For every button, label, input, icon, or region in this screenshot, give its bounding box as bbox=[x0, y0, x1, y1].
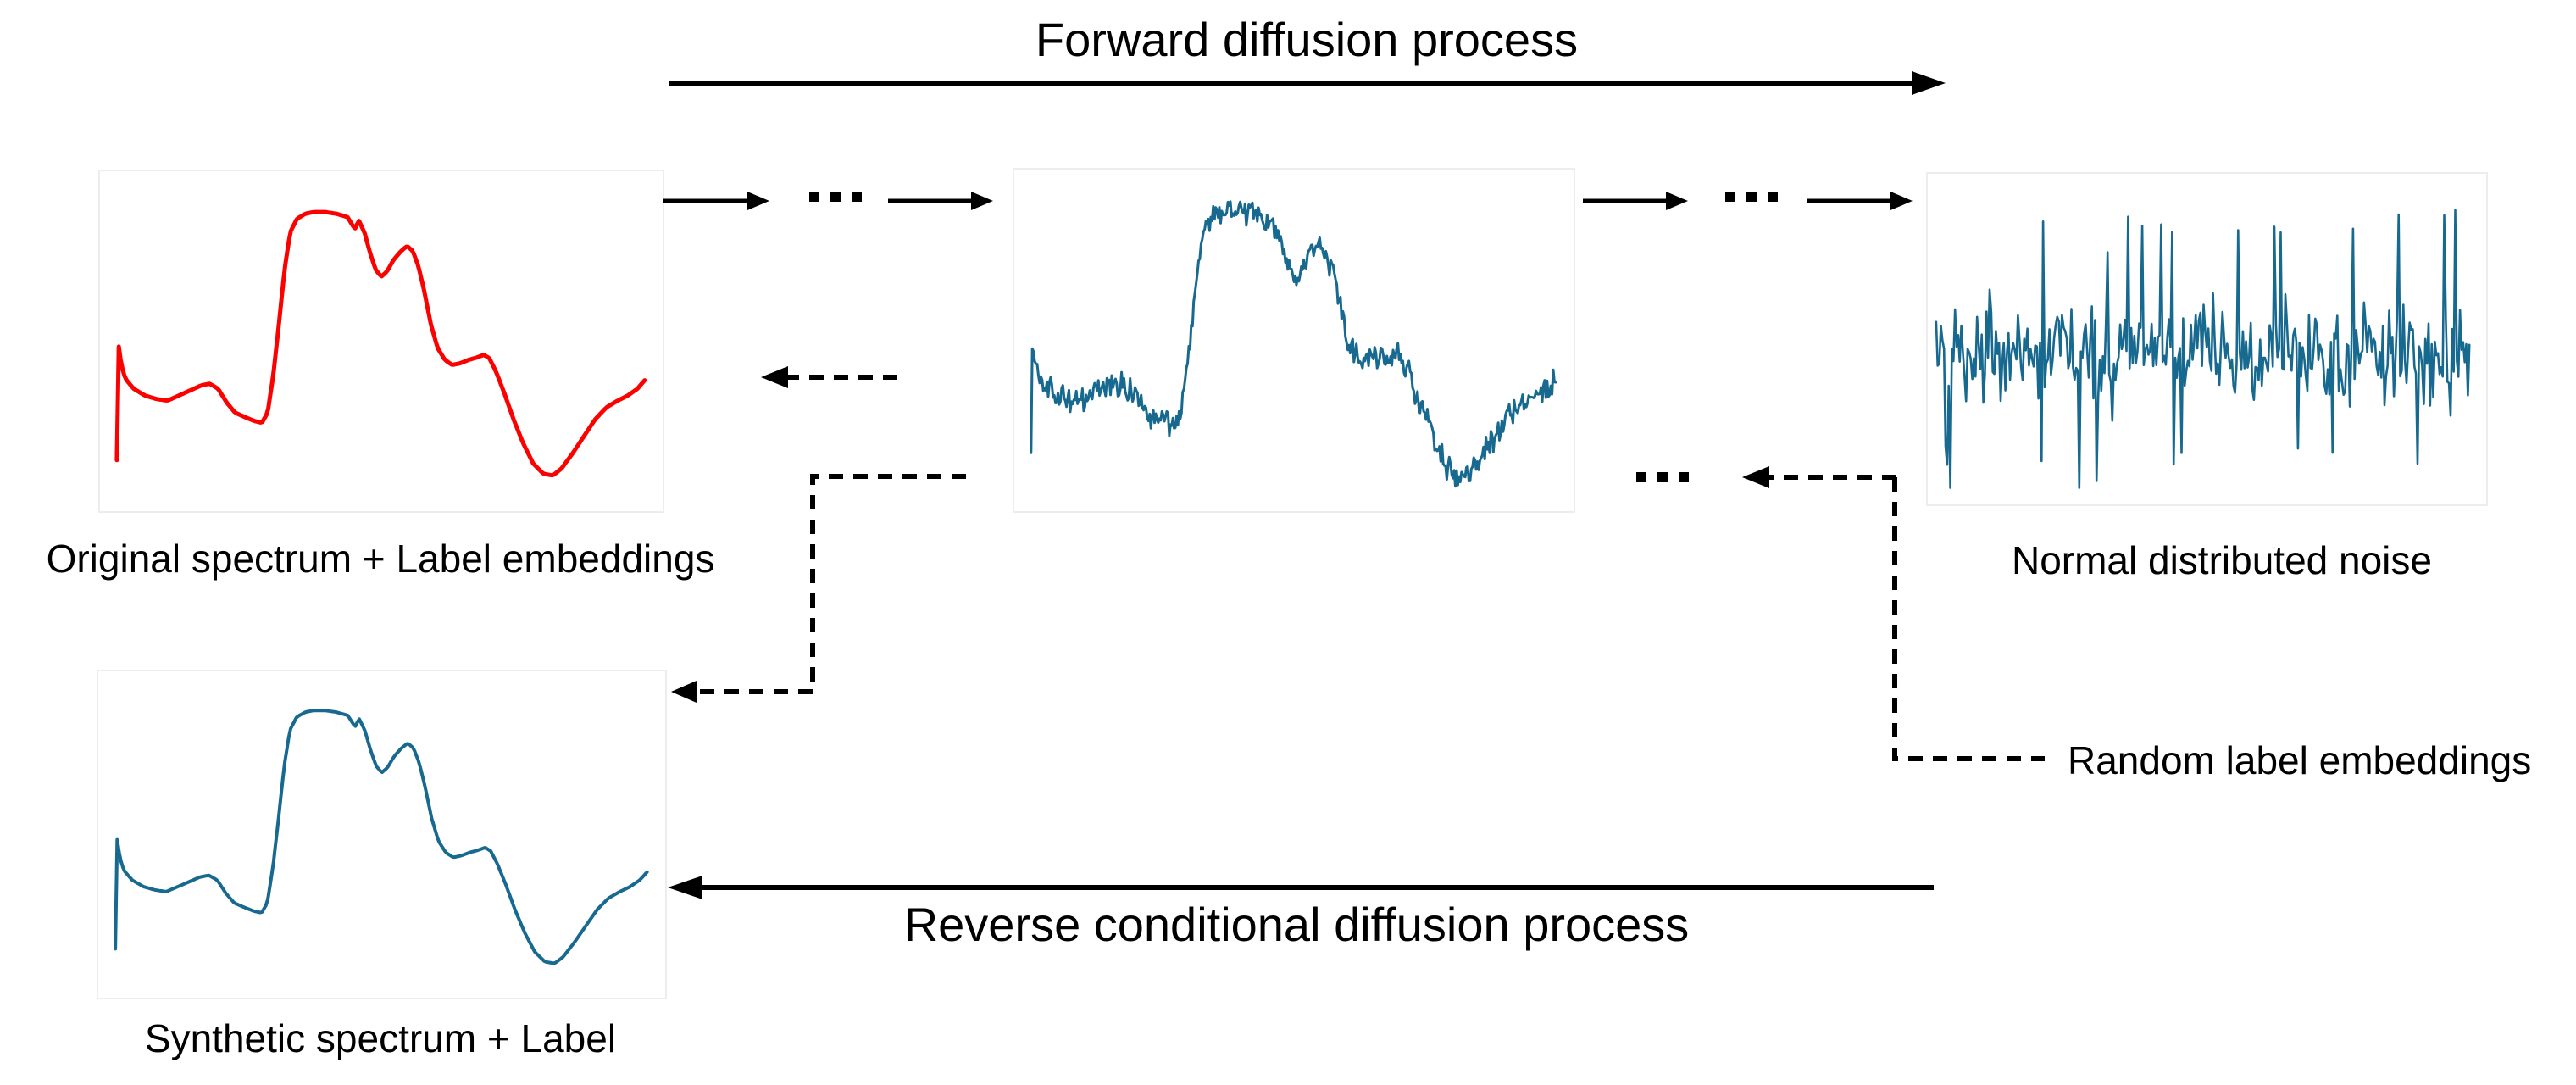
original-spectrum-panel bbox=[98, 170, 664, 513]
reverse-process-title: Reverse conditional diffusion process bbox=[903, 898, 1690, 951]
normal-noise-chart bbox=[1935, 209, 2471, 489]
forward-step-arrow-2-icon bbox=[888, 192, 993, 210]
synthetic-spectrum-chart bbox=[114, 709, 649, 965]
forward-process-title: Forward diffusion process bbox=[1035, 13, 1579, 66]
forward-arrow-icon bbox=[669, 71, 1946, 95]
forward-step-arrow-3-icon bbox=[1583, 192, 1688, 210]
normal-noise-label: Normal distributed noise bbox=[2011, 538, 2432, 582]
synthetic-spectrum-panel bbox=[97, 670, 667, 999]
reverse-start-dashed-arrow-icon bbox=[1742, 466, 1896, 488]
conditioning-elbow-dashed-arrow-icon bbox=[671, 474, 966, 703]
forward-step-arrow-4-icon bbox=[1807, 192, 1913, 210]
noisy-spectrum-panel bbox=[1013, 168, 1575, 513]
noisy-spectrum-chart bbox=[1030, 200, 1557, 488]
reverse-arrow-icon bbox=[668, 876, 1934, 899]
ellipsis-icon bbox=[809, 192, 862, 202]
random-embeddings-label: Random label embeddings bbox=[2068, 738, 2532, 782]
ellipsis-icon bbox=[1636, 472, 1689, 482]
original-spectrum-label: Original spectrum + Label embeddings bbox=[46, 537, 715, 581]
random-label-elbow-dashed-line-icon bbox=[1892, 477, 2045, 761]
forward-step-arrow-1-icon bbox=[663, 192, 769, 210]
normal-noise-panel bbox=[1926, 172, 2488, 506]
reverse-step-dashed-arrow-icon bbox=[761, 366, 897, 388]
original-spectrum-chart bbox=[114, 209, 647, 478]
synthetic-spectrum-label: Synthetic spectrum + Label bbox=[144, 1016, 617, 1060]
ellipsis-icon bbox=[1725, 192, 1778, 202]
